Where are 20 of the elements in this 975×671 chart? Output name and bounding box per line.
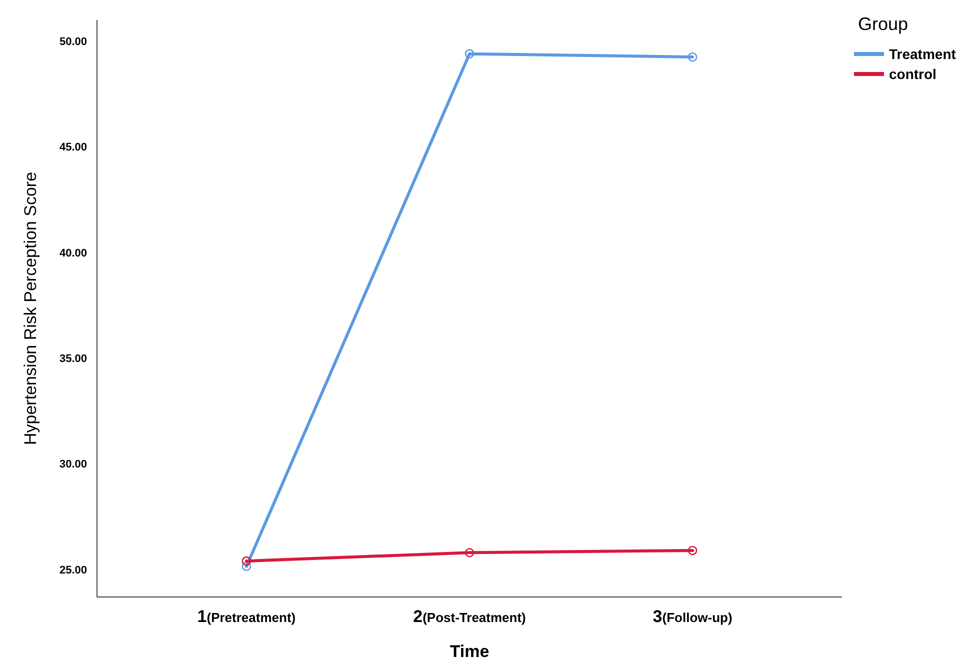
x-axis-title: Time [450, 642, 490, 661]
y-tick-label: 40.00 [59, 247, 87, 260]
y-tick-label: 45.00 [59, 142, 87, 154]
point [464, 548, 474, 558]
x-tick-label: 1(Pretreatment) [197, 607, 296, 626]
point [688, 546, 698, 556]
point [464, 49, 474, 58]
y-tick-label: 35.00 [59, 353, 87, 366]
point [688, 52, 698, 62]
y-axis-title: Hypertension Risk Perception Score [21, 172, 40, 446]
x-tick-label: 2(Post-Treatment) [413, 607, 526, 626]
legend-label: Treatment [889, 46, 956, 62]
x-tick-label: 3(Follow-up) [652, 607, 732, 626]
y-tick-label: 25.00 [59, 564, 87, 576]
legend-label: control [889, 66, 936, 82]
legend-title: Group [858, 14, 908, 34]
point [242, 556, 252, 566]
y-tick-label: 50.00 [59, 36, 87, 48]
y-tick-label: 30.00 [59, 458, 87, 471]
point [242, 562, 252, 572]
